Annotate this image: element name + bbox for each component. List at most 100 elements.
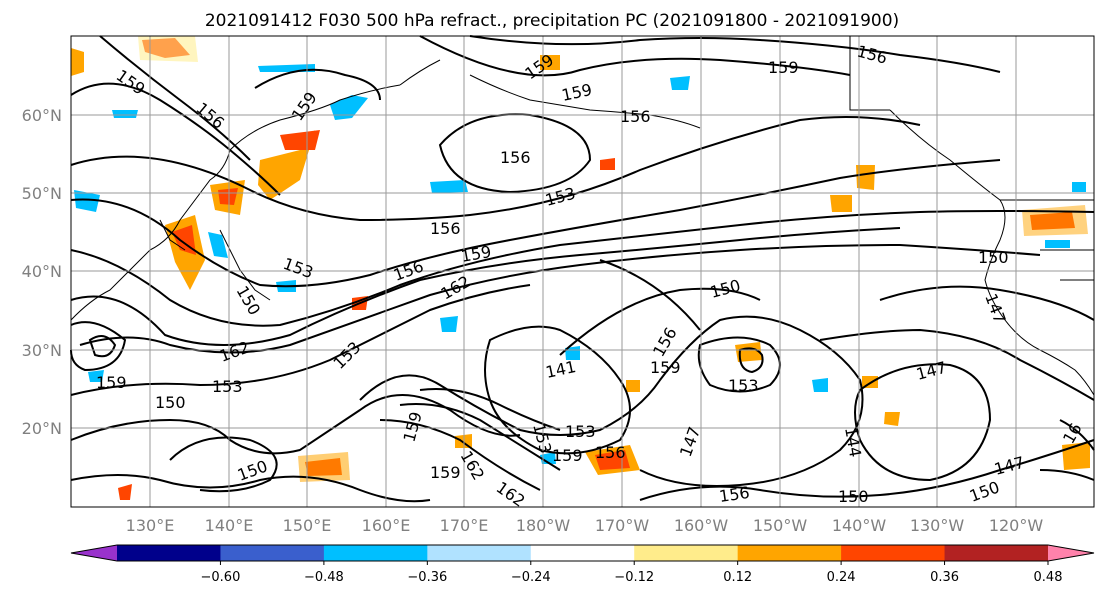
colorbar-segment: [220, 545, 325, 561]
contour-line: [438, 113, 592, 194]
contour-label: 156: [430, 219, 461, 238]
colorbar-segment: [944, 545, 1049, 561]
colorbar-tick-label: 0.24: [827, 570, 856, 585]
precip-patches: [71, 36, 1090, 500]
contours: [70, 35, 1095, 503]
lat-label: 40°N: [22, 262, 62, 281]
precip-patch: [208, 232, 228, 258]
contour-line: [419, 388, 561, 431]
precip-patch: [812, 378, 828, 392]
coastline: [399, 59, 701, 129]
map-panel: 159 156 159 159 156 159 159 156 156 153 …: [70, 35, 1095, 511]
precip-patch: [280, 130, 320, 150]
lon-label: 160°W: [674, 516, 729, 535]
lon-label: 140°W: [832, 516, 887, 535]
contour-line: [70, 284, 531, 396]
contour-line: [854, 363, 992, 482]
colorbar: −0.60 −0.48 −0.36 −0.24 −0.12 0.12 0.24 0.36 0.4…: [70, 544, 1095, 585]
lon-label: 130°W: [910, 516, 965, 535]
lat-label: 20°N: [22, 419, 62, 438]
contour-line: [70, 82, 281, 196]
lon-label: 170°E: [440, 516, 489, 535]
colorbar-outline: [70, 544, 1095, 562]
colorbar-extend-max: [1048, 545, 1094, 561]
contour-line: [70, 227, 901, 346]
precip-patch: [440, 316, 458, 332]
colorbar-segment: [323, 545, 428, 561]
coastline: [849, 36, 1095, 396]
lat-label: 30°N: [22, 341, 62, 360]
colorbar-tick-label: 0.48: [1034, 570, 1063, 585]
colorbar-tick-label: −0.24: [511, 570, 551, 585]
contour-line: [254, 68, 381, 101]
colorbar-segment: [737, 545, 842, 561]
precip-patch: [830, 195, 852, 212]
contour-label: 150: [838, 487, 869, 506]
contour-line: [879, 285, 1095, 321]
contour-line: [599, 259, 701, 331]
contour-line: [1039, 419, 1095, 481]
contour-line: [559, 287, 761, 356]
contour-label: 159: [430, 463, 461, 482]
contour-label: 150: [978, 248, 1009, 267]
contour-label: 153: [212, 377, 243, 396]
lon-label: 170°W: [595, 516, 650, 535]
lon-label: 130°E: [126, 516, 175, 535]
contour-label: 153: [728, 376, 759, 395]
precip-patch: [626, 380, 640, 392]
map-title: 2021091412 F030 500 hPa refract., precip…: [205, 11, 899, 31]
precip-patch: [670, 76, 690, 90]
precip-patch: [71, 48, 84, 76]
colorbar-extend-min: [71, 545, 117, 561]
contour-label: 159: [552, 446, 583, 465]
precip-patch: [88, 370, 104, 382]
lon-label: 150°W: [753, 516, 808, 535]
precip-patch: [298, 452, 350, 482]
precip-patch: [884, 412, 900, 426]
lat-label: 50°N: [22, 184, 62, 203]
contour-line: [99, 35, 251, 161]
contour-line: [70, 474, 431, 503]
colorbar-tick-label: −0.60: [201, 570, 241, 585]
lon-label: 180°W: [516, 516, 571, 535]
contour-line: [639, 439, 1095, 501]
colorbar-tick-label: 0.12: [723, 570, 752, 585]
coastlines: [70, 36, 1095, 396]
map-frame: [70, 35, 1095, 508]
contour-label: 156: [620, 107, 651, 126]
lat-label: 60°N: [22, 106, 62, 125]
lon-label: 150°E: [283, 516, 332, 535]
colorbar-segments: [117, 545, 1049, 561]
precip-patch: [600, 158, 615, 170]
latitude-labels: 60°N 50°N 40°N 30°N 20°N: [22, 106, 62, 438]
colorbar-tick-label: −0.12: [614, 570, 654, 585]
precip-patch: [330, 95, 368, 120]
lon-label: 120°W: [989, 516, 1044, 535]
contour-line: [70, 321, 127, 372]
contour-label: 156: [718, 483, 751, 506]
precip-patch: [258, 130, 315, 200]
contour-line: [70, 159, 1001, 288]
longitude-labels: 130°E 140°E 150°E 160°E 170°E 180°W 170°…: [126, 516, 1044, 535]
precip-patch: [595, 450, 630, 470]
colorbar-tick-label: −0.48: [304, 570, 344, 585]
precip-patch: [218, 188, 238, 205]
contour-line: [469, 35, 1001, 73]
precip-patch: [74, 190, 100, 212]
contour-line: [70, 394, 521, 455]
precip-patch: [1045, 240, 1070, 248]
contour-label: 159: [768, 58, 799, 77]
colorbar-segment: [117, 545, 221, 561]
colorbar-tick-label: −0.36: [407, 570, 447, 585]
contour-line: [419, 35, 851, 77]
precip-patch: [112, 110, 138, 118]
contour-line: [88, 335, 117, 358]
lon-label: 160°E: [362, 516, 411, 535]
precip-patch: [735, 342, 762, 362]
colorbar-tick-label: 0.36: [930, 570, 959, 585]
precip-patch: [1072, 182, 1086, 192]
contour-line: [697, 336, 781, 393]
colorbar-segment: [427, 545, 532, 561]
precip-patch: [1022, 205, 1088, 236]
